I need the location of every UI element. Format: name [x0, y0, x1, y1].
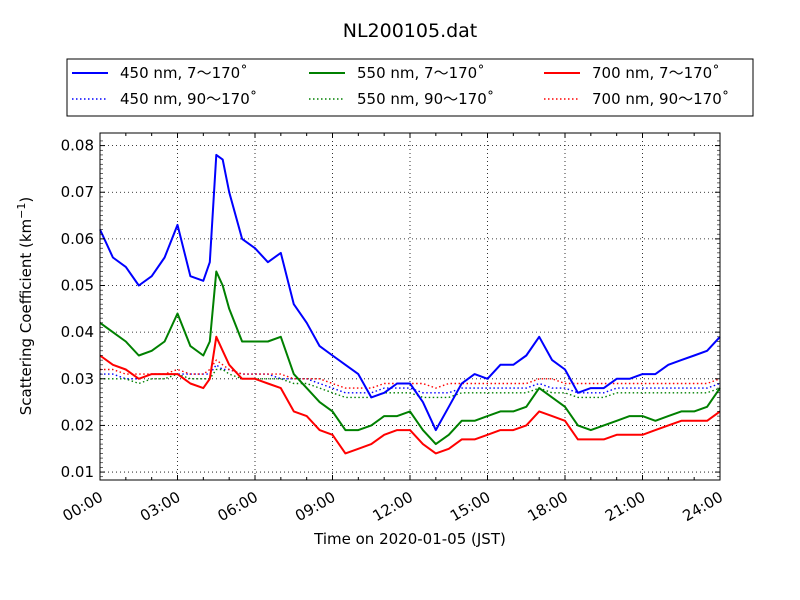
x-tick-label: 15:00: [447, 488, 493, 525]
y-axis-label: Scattering Coefficient (km−1): [15, 197, 35, 416]
y-tick-label: 0.01: [61, 463, 94, 481]
series-line-0: [99, 153, 721, 432]
legend-label-5: 700 nm, 90～170˚: [592, 90, 729, 108]
y-tick-label: 0.05: [61, 277, 94, 295]
x-tick-label: 21:00: [602, 488, 648, 525]
x-tick-label: 06:00: [215, 488, 261, 525]
legend: 450 nm, 7～170˚ 550 nm, 7～170˚ 700 nm, 7～17…: [66, 58, 754, 117]
ticks: [99, 133, 721, 480]
series-layer: [99, 153, 721, 455]
y-tick-label: 0.03: [61, 370, 94, 388]
x-tick-label: 09:00: [292, 488, 338, 525]
y-tick-label: 0.02: [61, 416, 94, 434]
legend-label-1: 550 nm, 7～170˚: [357, 64, 485, 82]
series-line-2: [99, 335, 721, 455]
plot-background: [100, 133, 720, 480]
series-line-1: [99, 270, 721, 446]
chart-title: NL200105.dat: [343, 20, 478, 42]
x-tick-label: 03:00: [137, 488, 183, 525]
legend-label-2: 700 nm, 7～170˚: [592, 64, 720, 82]
y-tick-label: 0.04: [61, 323, 94, 341]
y-tick-label: 0.08: [61, 137, 94, 155]
y-axis-label-main: Scattering Coefficient (km: [17, 219, 35, 415]
legend-box: [66, 58, 754, 117]
y-axis-label-tail: ): [17, 197, 35, 203]
x-tick-label: 18:00: [525, 488, 571, 525]
x-tick-label: 00:00: [60, 488, 106, 525]
y-tick-label: 0.06: [61, 230, 94, 248]
y-axis-label-sup: −1: [15, 203, 28, 219]
legend-label-3: 450 nm, 90～170˚: [120, 90, 257, 108]
y-tick-labels: 0.01 0.02 0.03 0.04 0.05 0.06 0.07 0.08: [61, 137, 94, 481]
x-axis-label: Time on 2020-01-05 (JST): [313, 530, 506, 548]
series-line-4: [100, 368, 721, 399]
x-tick-label: 24:00: [680, 488, 726, 525]
legend-label-4: 550 nm, 90～170˚: [357, 90, 494, 108]
legend-label-0: 450 nm, 7～170˚: [120, 64, 248, 82]
plot-area: [99, 132, 721, 481]
x-tick-labels: 00:00 03:00 06:00 09:00 12:00 15:00 18:00 21:00…: [60, 488, 726, 525]
x-tick-label: 12:00: [370, 488, 416, 525]
y-tick-label: 0.07: [61, 183, 94, 201]
